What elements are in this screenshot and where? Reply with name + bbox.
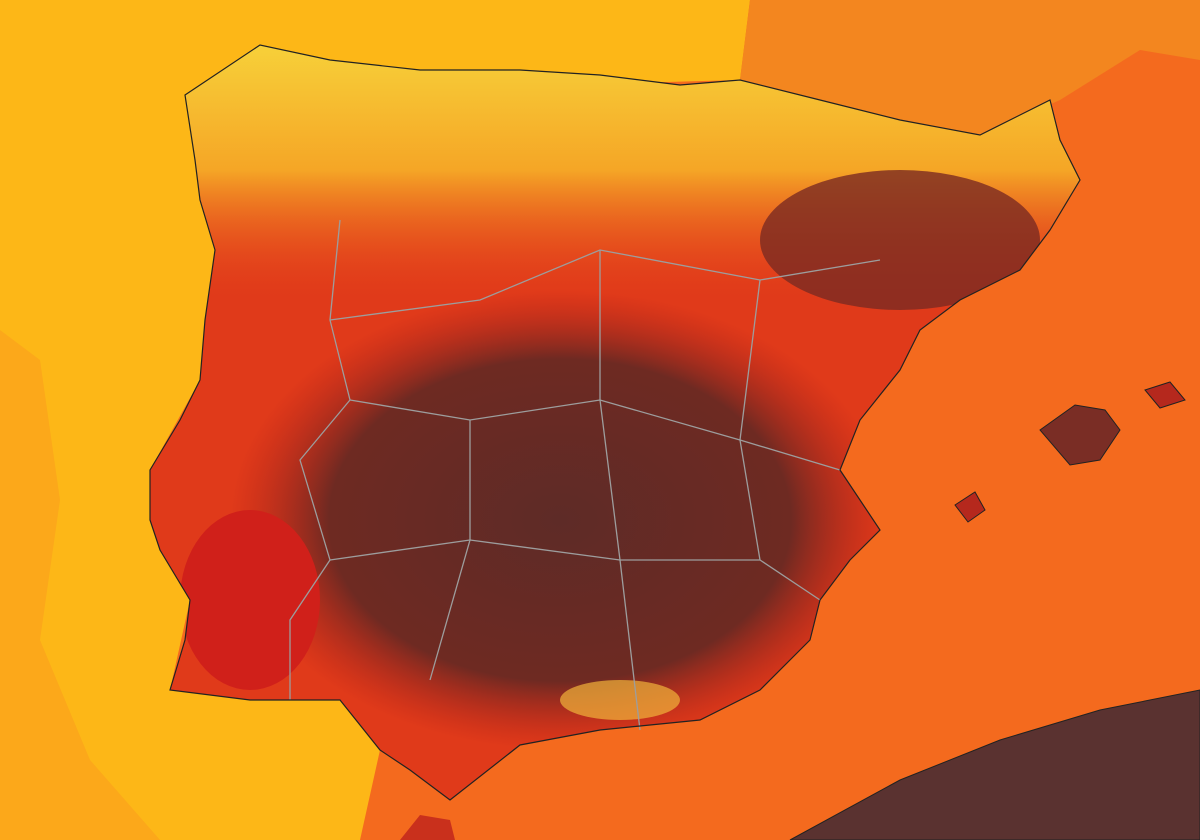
ibiza xyxy=(954,491,986,523)
region-borders xyxy=(289,219,881,731)
north-africa-west xyxy=(400,815,455,840)
north-africa xyxy=(789,689,1200,840)
hot-interior xyxy=(230,290,890,750)
coastline xyxy=(149,44,1081,801)
mallorca xyxy=(1039,404,1121,466)
border-line xyxy=(599,250,641,731)
ocean-warm-band xyxy=(0,330,160,840)
sierra-nevada xyxy=(560,680,680,720)
atlantic-ocean xyxy=(0,0,750,840)
border-line xyxy=(739,279,761,561)
menorca xyxy=(1144,381,1186,409)
border-line xyxy=(429,420,471,681)
ebro-valley xyxy=(760,170,1040,310)
portugal-south xyxy=(180,510,320,690)
france-area xyxy=(740,0,1200,135)
